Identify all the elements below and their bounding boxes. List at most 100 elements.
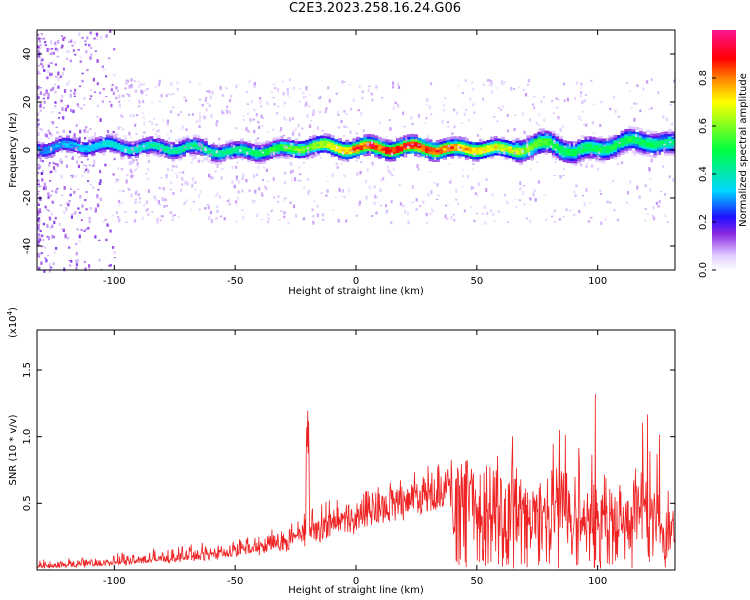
spectrogram-speckle — [78, 156, 81, 158]
spectrogram-speckle — [482, 97, 485, 101]
spectrogram-speckle — [629, 180, 632, 184]
spectrogram-cell — [606, 140, 611, 144]
spectrogram-speckle — [42, 238, 45, 242]
spectrogram-cell — [446, 151, 451, 155]
spectrogram-speckle — [533, 106, 536, 110]
spectrogram-cell — [149, 143, 154, 147]
spectrogram-cell — [247, 159, 252, 163]
spectrogram-speckle — [37, 218, 40, 222]
spectrogram-speckle — [208, 216, 211, 220]
spectrogram-speckle — [84, 40, 87, 43]
spectrogram-cell — [200, 141, 205, 145]
spectrogram-cell — [620, 149, 625, 153]
spectrogram-cell — [540, 142, 545, 146]
spectrogram-cell — [588, 141, 592, 144]
spectrogram-speckle — [335, 92, 338, 95]
spectrogram-cell — [530, 152, 534, 156]
spectrogram-cell — [638, 140, 643, 143]
spectrogram-speckle — [49, 266, 52, 269]
spectrogram-cell — [566, 143, 571, 147]
spectrogram-cell — [551, 154, 556, 158]
spectrogram-speckle — [57, 117, 61, 119]
spectrogram-speckle — [117, 126, 120, 130]
spectrogram-cell — [236, 150, 241, 154]
spectrogram-cell — [254, 158, 259, 162]
spectrogram-cell — [472, 142, 476, 145]
spectrogram-speckle — [357, 109, 360, 112]
spectrogram-speckle — [583, 99, 586, 103]
spectrogram-cell — [493, 143, 498, 146]
spectrogram-cell — [232, 155, 237, 159]
spectrogram-speckle — [459, 149, 463, 152]
spectrogram-cell — [573, 148, 578, 152]
spectrogram-cell — [613, 156, 618, 160]
spectrogram-cell — [642, 134, 647, 137]
spectrogram-speckle — [115, 178, 118, 180]
spectrogram-speckle — [188, 113, 191, 116]
spectrogram-speckle — [523, 203, 526, 206]
spectrogram-speckle — [531, 103, 535, 106]
spectrogram-cell — [493, 147, 498, 151]
spectrogram-speckle — [340, 163, 343, 166]
spectrogram-cell — [490, 155, 495, 159]
spectrogram-cell — [515, 157, 520, 160]
spectrogram-speckle — [96, 115, 99, 118]
spectrogram-cell — [522, 146, 527, 150]
spectrogram-speckle — [169, 110, 173, 114]
spectrogram-speckle — [524, 93, 528, 97]
spectrogram-cell — [519, 152, 524, 156]
spectrogram-speckle — [118, 94, 121, 99]
spectrogram-cell — [493, 145, 498, 149]
spectrogram-cell — [301, 150, 306, 154]
spectrogram-speckle — [370, 99, 374, 102]
spectrogram-speckle — [156, 217, 159, 220]
spectrogram-speckle — [235, 220, 238, 223]
spectrogram-speckle — [259, 100, 262, 104]
spectrogram-cell — [84, 147, 89, 150]
spectrogram-speckle — [366, 142, 370, 146]
spectrogram-cell — [232, 148, 237, 152]
spectrogram-speckle — [270, 152, 273, 157]
spectrogram-cell — [671, 133, 676, 137]
spectrogram-cell — [399, 141, 404, 145]
spectrogram-speckle — [235, 200, 238, 204]
spectrogram-cell — [559, 157, 563, 161]
spectrogram-speckle — [291, 132, 295, 136]
spectrogram-cell — [124, 143, 128, 146]
spectrogram-cell — [457, 153, 462, 156]
spectrogram-speckle — [45, 258, 48, 263]
spectrogram-cell — [439, 144, 444, 147]
spectrogram-speckle — [525, 164, 528, 166]
spectrogram-speckle — [485, 178, 488, 181]
spectrogram-speckle — [80, 219, 83, 221]
spectrogram-speckle — [134, 89, 137, 93]
spectrogram-cell — [196, 152, 201, 155]
spectrogram-speckle — [360, 161, 363, 164]
spectrogram-speckle — [446, 218, 449, 220]
spectrogram-speckle — [371, 161, 374, 166]
spectrogram-cell — [272, 145, 277, 148]
spectrogram-cell — [486, 154, 491, 158]
spectrogram-speckle — [75, 263, 78, 267]
spectrogram-speckle — [482, 83, 485, 86]
spectrogram-cell — [559, 143, 563, 146]
spectrogram-speckle — [297, 151, 301, 155]
spectrogram-speckle — [143, 131, 146, 134]
spectrogram-cell — [555, 152, 560, 156]
spectrogram-speckle — [616, 218, 619, 222]
spectrogram-speckle — [37, 202, 40, 204]
spectrogram-speckle — [148, 120, 151, 122]
spectrogram-cell — [617, 137, 621, 141]
spectrogram-speckle — [75, 259, 78, 263]
spectrogram-cell — [221, 149, 226, 152]
spectrogram-speckle — [153, 195, 156, 199]
spectrogram-cell — [319, 149, 324, 153]
spectrogram-cell — [627, 138, 632, 141]
spectrogram-cell — [312, 146, 317, 150]
spectrogram-speckle — [112, 173, 115, 176]
spectrogram-speckle — [245, 127, 248, 131]
spectrogram-speckle — [39, 103, 42, 107]
spectrogram-speckle — [92, 164, 95, 167]
spectrogram-speckle — [67, 203, 70, 207]
spectrogram-speckle — [297, 179, 300, 182]
